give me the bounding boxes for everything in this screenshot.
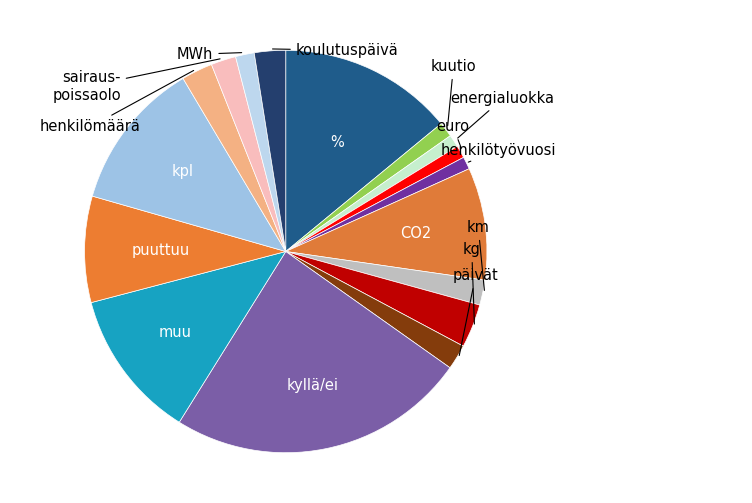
Text: kuutio: kuutio <box>431 59 476 126</box>
Text: muu: muu <box>159 325 192 340</box>
Text: MWh: MWh <box>177 47 241 62</box>
Text: kpl: kpl <box>171 164 193 179</box>
Wedge shape <box>286 252 463 368</box>
Wedge shape <box>91 252 286 422</box>
Text: koulutuspäivä: koulutuspäivä <box>272 43 399 58</box>
Text: henkilömäärä: henkilömäärä <box>40 70 194 134</box>
Wedge shape <box>179 252 450 453</box>
Text: päivät: päivät <box>453 268 499 356</box>
Wedge shape <box>254 50 286 252</box>
Wedge shape <box>183 64 286 252</box>
Text: sairaus-
poissaolo: sairaus- poissaolo <box>52 59 220 103</box>
Wedge shape <box>286 252 480 346</box>
Text: kg: kg <box>462 242 481 324</box>
Wedge shape <box>92 78 286 252</box>
Wedge shape <box>286 146 463 252</box>
Text: euro: euro <box>437 119 470 148</box>
Wedge shape <box>286 252 485 305</box>
Text: CO2: CO2 <box>399 226 431 241</box>
Wedge shape <box>286 136 457 252</box>
Wedge shape <box>286 124 450 252</box>
Text: henkilötyövuosi: henkilötyövuosi <box>441 143 556 162</box>
Wedge shape <box>235 53 286 252</box>
Wedge shape <box>286 169 487 280</box>
Wedge shape <box>286 50 441 252</box>
Text: km: km <box>467 220 490 290</box>
Text: %: % <box>330 135 344 150</box>
Text: puuttuu: puuttuu <box>132 242 190 258</box>
Wedge shape <box>84 196 286 303</box>
Text: energialuokka: energialuokka <box>450 91 555 138</box>
Wedge shape <box>211 57 286 252</box>
Text: kyllä/ei: kyllä/ei <box>287 378 338 393</box>
Wedge shape <box>286 157 469 252</box>
